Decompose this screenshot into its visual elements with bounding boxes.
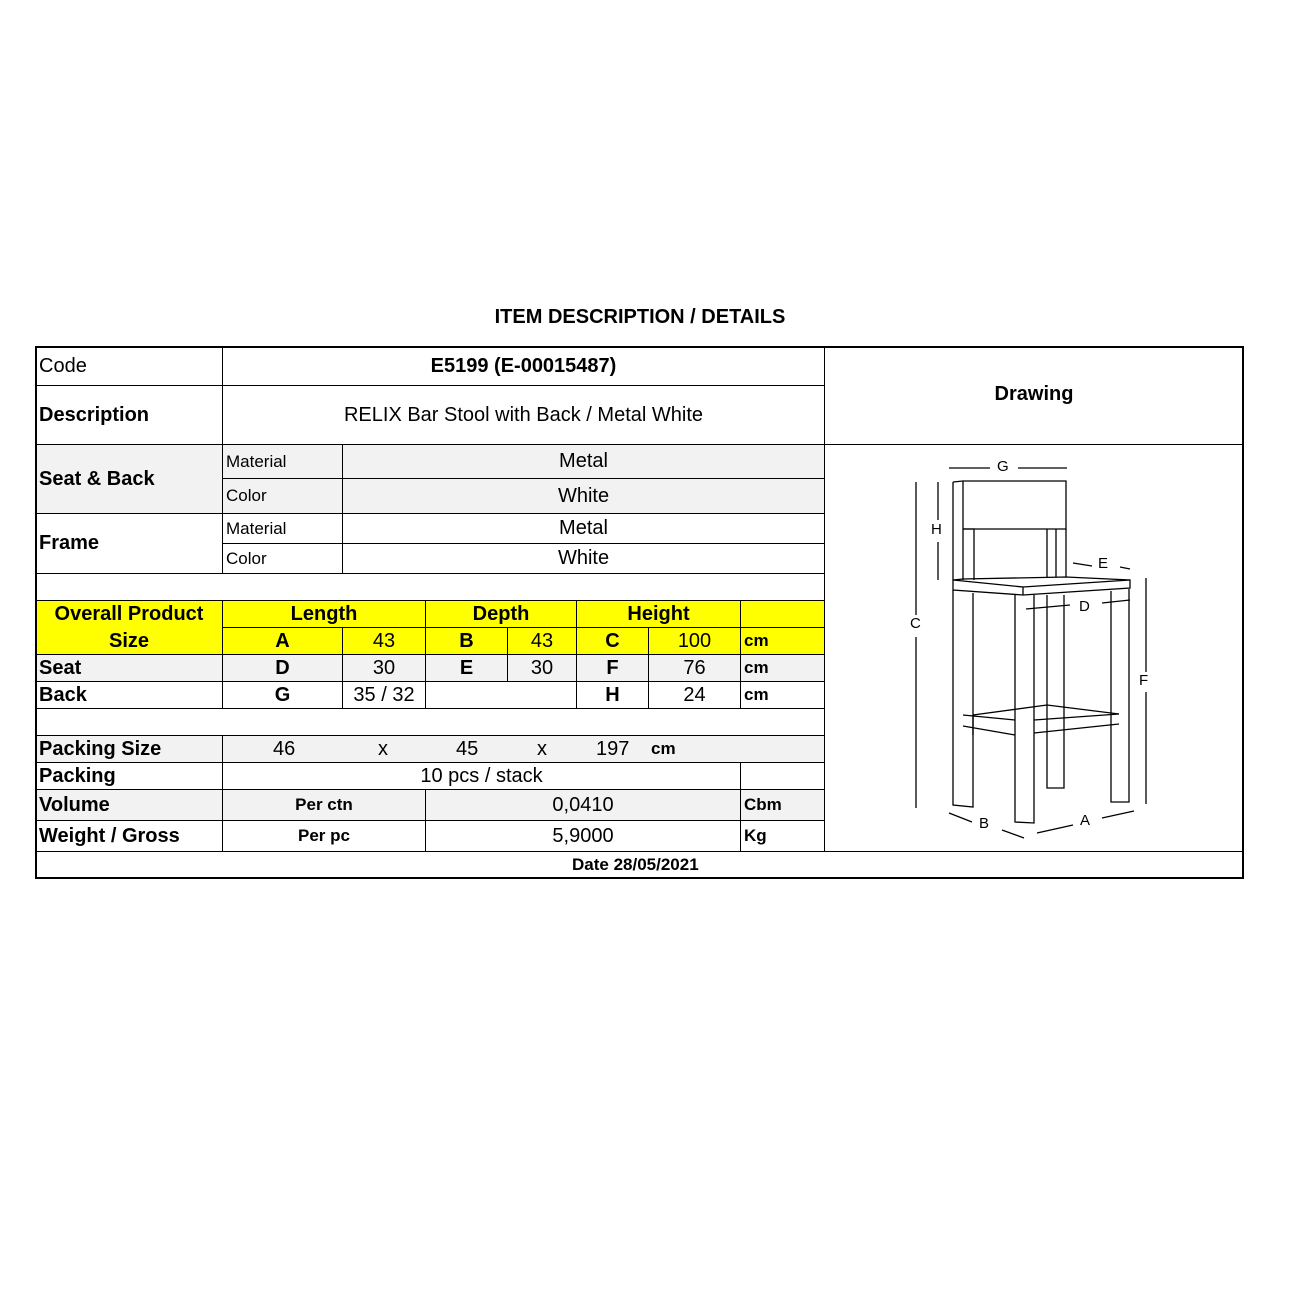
dim-value: 43 xyxy=(342,627,426,655)
volume-unit: Cbm xyxy=(740,789,825,821)
packing-length: 46 xyxy=(273,737,296,760)
dim-label-h: H xyxy=(931,521,942,538)
dim-label-b: B xyxy=(979,815,990,832)
dim-letter: B xyxy=(425,627,508,655)
height-header: Height xyxy=(576,600,741,628)
packing-size-row: 46 x 45 x 197 cm xyxy=(222,735,825,763)
dim-value: 30 xyxy=(342,654,426,682)
stool-line-art xyxy=(915,467,1147,839)
volume-per: Per ctn xyxy=(222,789,426,821)
date: Date 28/05/2021 xyxy=(572,855,699,874)
table-frame xyxy=(35,346,1244,879)
packing-unit: cm xyxy=(651,739,676,758)
dim-unit: cm xyxy=(740,654,825,682)
dim-letter: E xyxy=(425,654,508,682)
dim-value: 30 xyxy=(507,654,577,682)
dim-label-e: E xyxy=(1098,555,1109,572)
dim-value: 43 xyxy=(507,627,577,655)
seat-back-color: White xyxy=(342,478,825,514)
dim-label-a: A xyxy=(1080,812,1091,829)
length-header: Length xyxy=(222,600,426,628)
volume-label: Volume xyxy=(35,789,223,821)
dim-letter: F xyxy=(576,654,649,682)
dim-label-d: D xyxy=(1079,598,1090,615)
seat-back-label: Seat & Back xyxy=(35,444,223,514)
seat-back-material: Metal xyxy=(342,444,825,479)
volume-value: 0,0410 xyxy=(425,789,741,821)
packing-height: 197 xyxy=(596,737,630,760)
times-sign: x xyxy=(537,737,547,760)
seat-back-color-label: Color xyxy=(222,478,343,514)
bar-stool-drawing: G H C E D F B A xyxy=(880,450,1180,850)
overall-size-header: Overall Product Size xyxy=(35,600,223,655)
packing-size-label: Packing Size xyxy=(35,735,223,763)
dim-label-c: C xyxy=(910,615,921,632)
dim-unit: cm xyxy=(740,627,825,655)
depth-header: Depth xyxy=(425,600,577,628)
times-sign: x xyxy=(378,737,388,760)
dim-label-f: F xyxy=(1139,672,1149,689)
dim-label-g: G xyxy=(997,458,1009,475)
dim-value: 100 xyxy=(648,627,741,655)
document-title: ITEM DESCRIPTION / DETAILS xyxy=(494,306,786,328)
packing-width: 45 xyxy=(456,737,479,760)
